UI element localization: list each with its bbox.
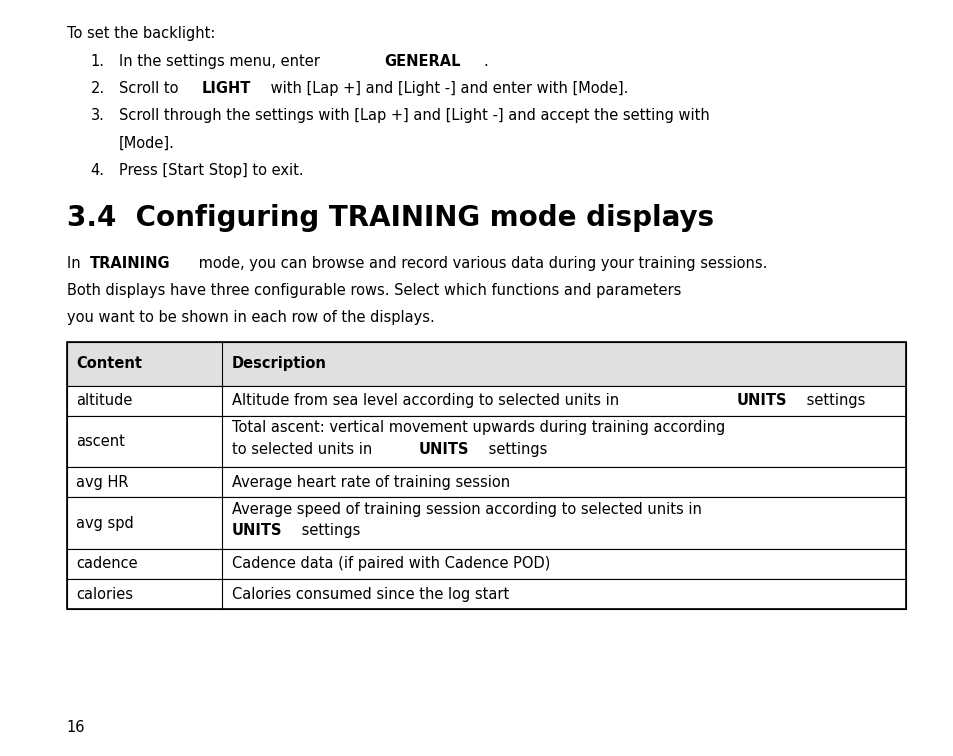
Text: Content: Content: [76, 356, 142, 371]
Bar: [67, 467, 905, 497]
Text: 4.: 4.: [91, 163, 105, 178]
Text: Calories consumed since the log start: Calories consumed since the log start: [232, 587, 508, 602]
Text: Average heart rate of training session: Average heart rate of training session: [232, 475, 509, 490]
Bar: [67, 497, 905, 549]
Text: In the settings menu, enter: In the settings menu, enter: [119, 54, 324, 69]
Text: with [Lap +] and [Light -] and enter with [Mode].: with [Lap +] and [Light -] and enter wit…: [266, 81, 627, 96]
Text: Altitude from sea level according to selected units in: Altitude from sea level according to sel…: [232, 393, 622, 408]
Text: [Mode].: [Mode].: [119, 135, 175, 150]
Text: ascent: ascent: [76, 434, 125, 449]
Text: UNITS: UNITS: [418, 442, 469, 457]
Text: Cadence data (if paired with Cadence POD): Cadence data (if paired with Cadence POD…: [232, 556, 550, 572]
Text: To set the backlight:: To set the backlight:: [67, 26, 215, 42]
Text: In: In: [67, 256, 85, 271]
Bar: [67, 579, 905, 609]
Text: 1.: 1.: [91, 54, 105, 69]
Bar: [67, 386, 905, 416]
Text: .: .: [482, 54, 487, 69]
Text: calories: calories: [76, 587, 133, 602]
Text: GENERAL: GENERAL: [384, 54, 460, 69]
Text: settings: settings: [483, 442, 546, 457]
Text: settings: settings: [296, 523, 360, 538]
Text: 2.: 2.: [91, 81, 105, 96]
Bar: [67, 416, 905, 467]
Text: 16: 16: [67, 720, 85, 735]
Bar: [67, 549, 905, 579]
Text: Both displays have three configurable rows. Select which functions and parameter: Both displays have three configurable ro…: [67, 283, 680, 298]
Text: Scroll through the settings with [Lap +] and [Light -] and accept the setting wi: Scroll through the settings with [Lap +]…: [119, 108, 709, 123]
Text: mode, you can browse and record various data during your training sessions.: mode, you can browse and record various …: [194, 256, 767, 271]
Text: 3.4  Configuring TRAINING mode displays: 3.4 Configuring TRAINING mode displays: [67, 204, 713, 232]
Text: 3.: 3.: [91, 108, 105, 123]
Text: Press [Start Stop] to exit.: Press [Start Stop] to exit.: [119, 163, 304, 178]
Text: Scroll to: Scroll to: [119, 81, 183, 96]
Text: altitude: altitude: [76, 393, 132, 408]
Bar: [67, 342, 905, 609]
Text: Description: Description: [232, 356, 326, 371]
Text: LIGHT: LIGHT: [202, 81, 251, 96]
Text: settings: settings: [801, 393, 864, 408]
Bar: [67, 342, 905, 386]
Text: avg HR: avg HR: [76, 475, 129, 490]
Text: cadence: cadence: [76, 556, 138, 572]
Text: avg spd: avg spd: [76, 516, 134, 531]
Text: UNITS: UNITS: [232, 523, 282, 538]
Text: Average speed of training session according to selected units in: Average speed of training session accord…: [232, 502, 700, 517]
Text: Total ascent: vertical movement upwards during training according: Total ascent: vertical movement upwards …: [232, 420, 724, 435]
Text: TRAINING: TRAINING: [91, 256, 171, 271]
Text: UNITS: UNITS: [737, 393, 787, 408]
Text: to selected units in: to selected units in: [232, 442, 376, 457]
Text: you want to be shown in each row of the displays.: you want to be shown in each row of the …: [67, 310, 434, 325]
